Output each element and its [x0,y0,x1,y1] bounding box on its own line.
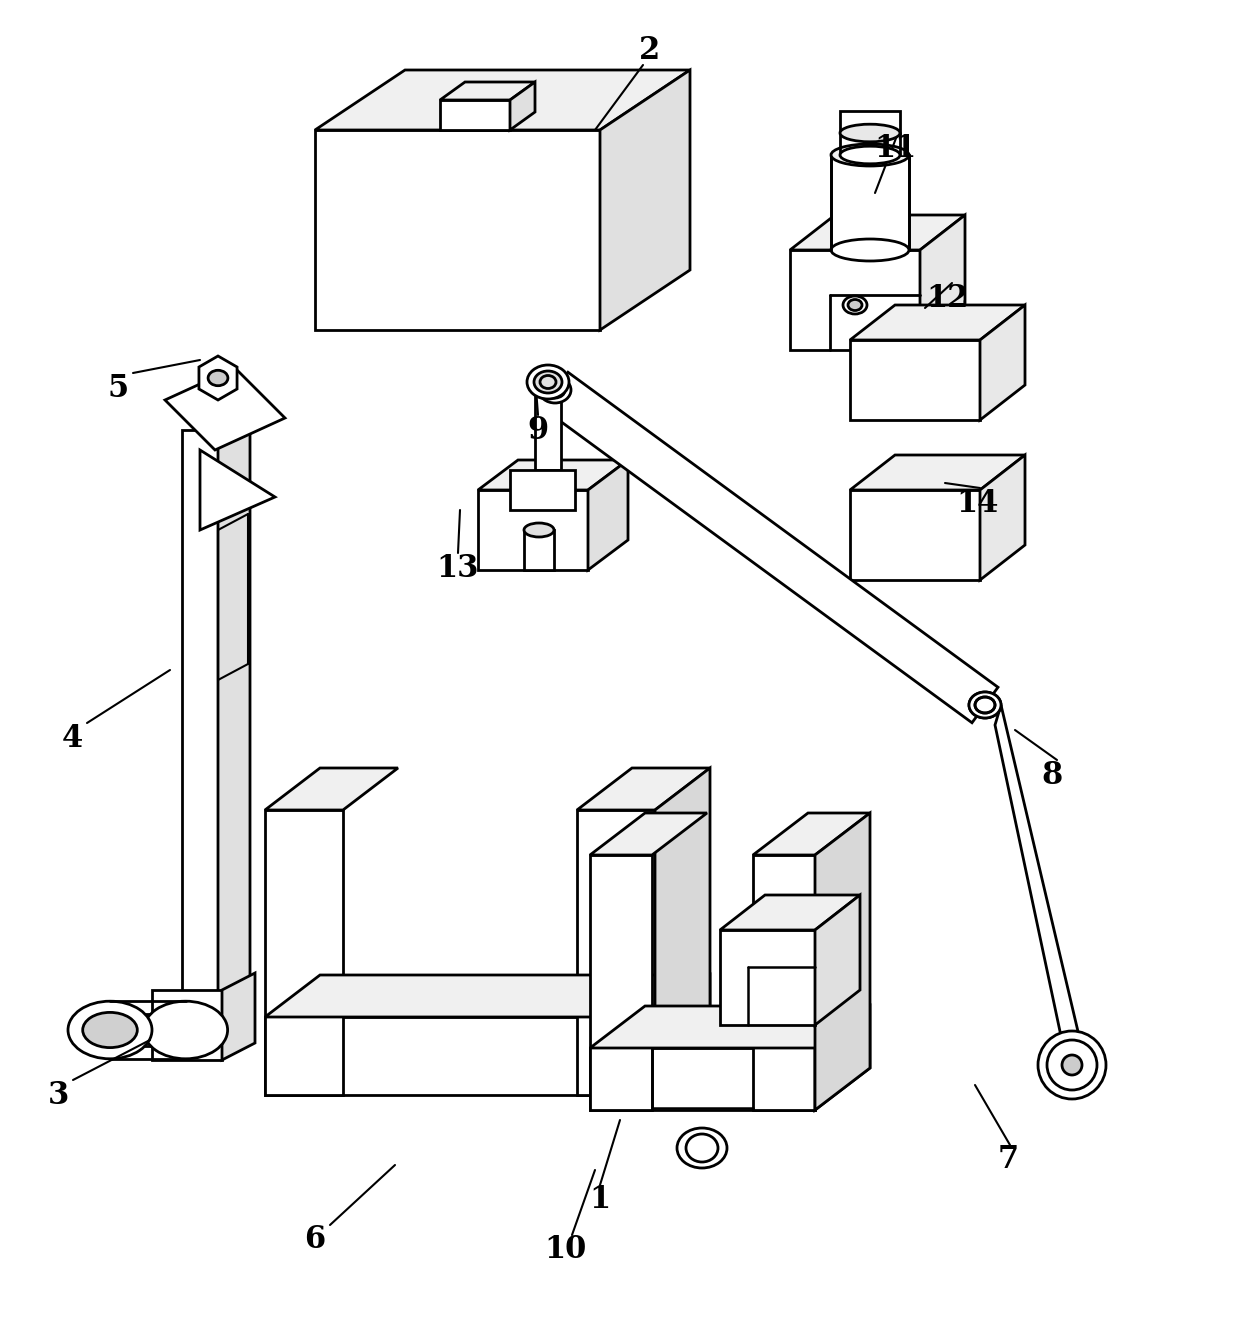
Bar [525,530,554,570]
Polygon shape [477,459,627,490]
Polygon shape [994,705,1080,1054]
Polygon shape [849,340,980,420]
Polygon shape [790,215,965,250]
Polygon shape [720,895,861,930]
Polygon shape [477,490,588,570]
Ellipse shape [539,377,570,402]
Polygon shape [440,82,534,100]
Ellipse shape [525,523,554,537]
Ellipse shape [1038,1031,1106,1100]
Ellipse shape [1061,1054,1083,1074]
Ellipse shape [527,365,569,398]
Text: 6: 6 [305,1224,326,1255]
Polygon shape [542,372,998,722]
Polygon shape [815,1007,870,1110]
Polygon shape [218,412,250,1040]
Text: 10: 10 [544,1235,587,1266]
Text: 12: 12 [926,283,970,313]
Polygon shape [815,813,870,1110]
Text: 2: 2 [640,35,661,65]
Bar [831,155,909,250]
Polygon shape [753,813,870,855]
Polygon shape [849,490,980,580]
Polygon shape [265,768,398,810]
Polygon shape [720,930,815,1025]
Polygon shape [315,70,689,130]
Polygon shape [222,973,255,1060]
Ellipse shape [208,371,228,385]
Polygon shape [182,430,218,1040]
Text: 13: 13 [436,552,479,583]
Ellipse shape [534,371,562,393]
Polygon shape [590,855,652,1110]
Polygon shape [153,989,222,1060]
Text: 9: 9 [527,414,548,445]
Polygon shape [577,768,711,810]
Polygon shape [980,305,1025,420]
Polygon shape [265,810,343,1096]
Ellipse shape [839,125,900,142]
Polygon shape [577,810,655,1096]
Ellipse shape [831,143,909,166]
Text: 7: 7 [997,1145,1018,1175]
Polygon shape [165,368,285,450]
Bar [839,112,900,133]
Polygon shape [440,100,510,130]
Bar [110,1015,186,1046]
Ellipse shape [68,1001,153,1058]
Text: 11: 11 [874,133,916,163]
Polygon shape [920,215,965,351]
Polygon shape [790,250,920,351]
Ellipse shape [968,692,1001,718]
Text: 8: 8 [1042,760,1063,790]
Text: 14: 14 [957,487,999,518]
Polygon shape [590,1007,870,1048]
Bar [534,380,560,470]
Polygon shape [590,1048,815,1110]
Polygon shape [588,459,627,570]
Polygon shape [265,975,711,1017]
Ellipse shape [144,1001,228,1058]
Ellipse shape [839,146,900,163]
Polygon shape [980,456,1025,580]
Polygon shape [200,450,275,530]
Text: 4: 4 [61,722,83,753]
Polygon shape [849,456,1025,490]
Polygon shape [600,70,689,329]
Polygon shape [753,855,815,1110]
Polygon shape [315,130,600,329]
Polygon shape [815,895,861,1025]
Polygon shape [590,813,707,855]
Text: 5: 5 [108,372,129,404]
Ellipse shape [831,239,909,262]
Polygon shape [198,356,237,400]
Polygon shape [510,470,575,510]
Text: 1: 1 [589,1185,610,1215]
Polygon shape [655,768,711,1096]
Polygon shape [265,1017,655,1096]
Polygon shape [655,975,711,1096]
Ellipse shape [202,365,234,392]
Text: 3: 3 [47,1080,68,1110]
Polygon shape [849,305,1025,340]
Ellipse shape [968,692,1001,718]
Ellipse shape [83,1012,138,1048]
Ellipse shape [848,300,862,311]
Ellipse shape [677,1127,727,1169]
Ellipse shape [843,296,867,313]
Polygon shape [510,82,534,130]
